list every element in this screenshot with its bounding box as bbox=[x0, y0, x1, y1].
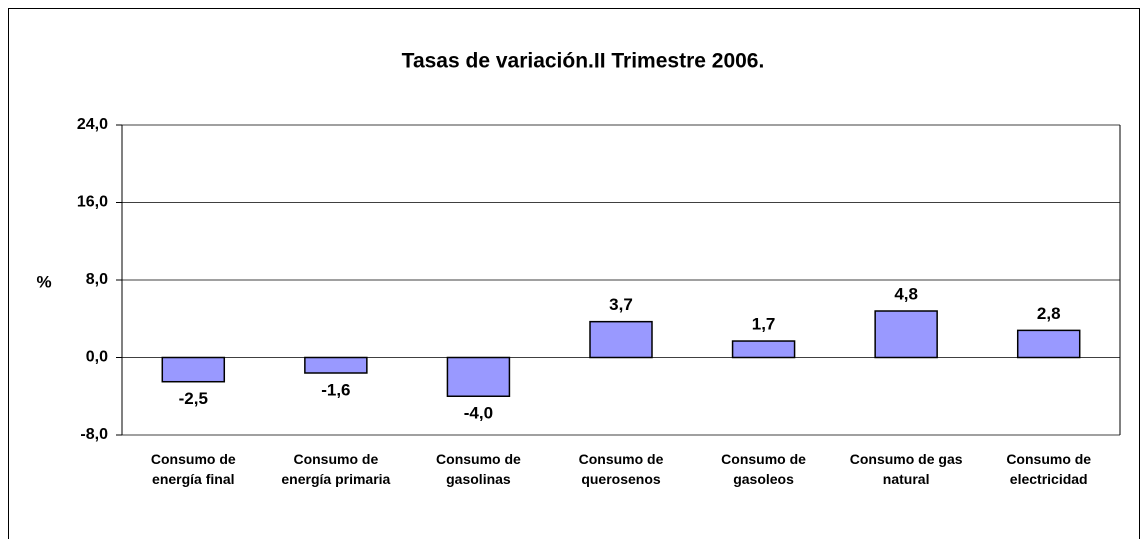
value-label: -1,6 bbox=[321, 380, 350, 399]
x-tick-label: Consumo de querosenos bbox=[578, 451, 664, 487]
bar bbox=[446, 356, 511, 397]
value-label: 2,8 bbox=[1037, 304, 1061, 323]
bar bbox=[874, 310, 938, 359]
y-tick-label: 16,0 bbox=[77, 194, 108, 211]
x-tick-label: Consumo de electricidad bbox=[1006, 451, 1092, 487]
value-label: 1,7 bbox=[752, 315, 776, 334]
y-tick-label: 0,0 bbox=[86, 349, 108, 366]
x-tick-label: Consumo de energía primaria bbox=[281, 451, 391, 487]
y-tick-label: 24,0 bbox=[77, 116, 108, 133]
bar bbox=[731, 340, 796, 359]
chart-frame bbox=[8, 8, 1140, 539]
y-axis-label: % bbox=[36, 272, 51, 291]
value-label: 3,7 bbox=[609, 295, 633, 314]
bar bbox=[589, 320, 653, 359]
x-tick-label: Consumo de gasolinas bbox=[436, 451, 521, 487]
y-tick-label: -8,0 bbox=[80, 426, 108, 443]
bar bbox=[304, 356, 368, 374]
x-tick-label: Consumo de gasoleos bbox=[721, 451, 806, 487]
y-tick-label: 8,0 bbox=[86, 271, 108, 288]
bar bbox=[1016, 329, 1081, 359]
x-tick-label: Consumo de gas natural bbox=[849, 451, 963, 487]
chart-title: Tasas de variación.II Trimestre 2006. bbox=[402, 50, 765, 73]
value-label: -2,5 bbox=[179, 389, 208, 408]
value-label: -4,0 bbox=[464, 404, 493, 423]
x-tick-label: Consumo de energía final bbox=[150, 451, 236, 487]
value-label: 4,8 bbox=[894, 284, 918, 303]
bar bbox=[161, 356, 226, 383]
